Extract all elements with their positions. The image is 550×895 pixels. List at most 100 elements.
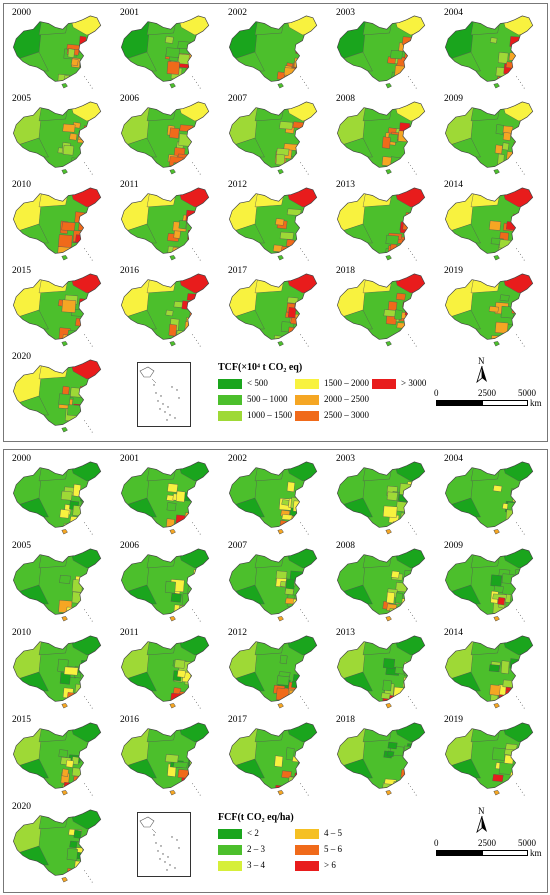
year-label: 2013 — [336, 180, 355, 190]
china-province-map — [228, 15, 318, 89]
china-province-map — [444, 187, 534, 261]
map-year-0: 2000 — [8, 454, 114, 536]
legend-swatch — [295, 378, 319, 389]
map-year-17: 2017 — [224, 715, 330, 797]
china-province-map — [12, 461, 102, 535]
fcf-map-panel: 2000 2001 2002 2003 2004 2005 2006 2007 2008 2009… — [3, 449, 548, 893]
china-province-map — [12, 809, 102, 883]
china-province-map — [228, 548, 318, 622]
legend-swatch — [295, 860, 319, 871]
map-year-18: 2018 — [332, 715, 438, 797]
legend-swatch — [218, 410, 242, 421]
legend-label: 1000 – 1500 — [247, 410, 292, 420]
scale-tick-label: 0 — [434, 388, 439, 398]
legend-item: 2 – 3 — [218, 844, 265, 855]
scale-tick-label: 5000 — [518, 838, 536, 848]
china-province-map — [228, 722, 318, 796]
scale-tick-label: 0 — [434, 838, 439, 848]
legend-item: < 500 — [218, 378, 268, 389]
year-label: 2007 — [228, 541, 247, 551]
china-province-map — [444, 273, 534, 347]
scale-bar: 0 2500 5000 km — [434, 838, 542, 864]
china-province-map — [12, 187, 102, 261]
china-province-map — [228, 101, 318, 175]
year-label: 2001 — [120, 454, 139, 464]
legend-label: 5 – 6 — [324, 844, 342, 854]
map-year-9: 2009 — [440, 94, 546, 176]
year-label: 2019 — [444, 715, 463, 725]
map-year-18: 2018 — [332, 266, 438, 348]
map-year-16: 2016 — [116, 266, 222, 348]
china-province-map — [444, 461, 534, 535]
china-province-map — [12, 722, 102, 796]
svg-text:N: N — [478, 356, 485, 366]
legend-label: 2000 – 2500 — [324, 394, 369, 404]
year-label: 2015 — [12, 715, 31, 725]
map-year-11: 2011 — [116, 628, 222, 710]
legend-item: 5 – 6 — [295, 844, 342, 855]
legend-swatch — [295, 410, 319, 421]
legend-label: < 2 — [247, 828, 259, 838]
scale-unit: km — [530, 848, 542, 858]
china-province-map — [228, 635, 318, 709]
china-province-map — [336, 273, 426, 347]
legend-item: 2500 – 3000 — [295, 410, 369, 421]
map-year-19: 2019 — [440, 266, 546, 348]
legend-title: TCF(×10⁴ t CO₂ eq) — [218, 362, 303, 373]
year-label: 2010 — [12, 180, 31, 190]
map-year-14: 2014 — [440, 180, 546, 262]
legend-swatch — [218, 394, 242, 405]
year-label: 2012 — [228, 180, 247, 190]
legend-title: FCF(t CO₂ eq/ha) — [218, 812, 294, 823]
map-year-20: 2020 — [8, 352, 114, 434]
map-year-10: 2010 — [8, 628, 114, 710]
year-label: 2019 — [444, 266, 463, 276]
china-province-map — [120, 635, 210, 709]
legend-item: 3 – 4 — [218, 860, 265, 871]
year-label: 2004 — [444, 8, 463, 18]
year-label: 2009 — [444, 541, 463, 551]
china-province-map — [336, 101, 426, 175]
legend-label: 4 – 5 — [324, 828, 342, 838]
map-year-15: 2015 — [8, 266, 114, 348]
legend-swatch — [218, 828, 242, 839]
map-year-9: 2009 — [440, 541, 546, 623]
legend-item: 1500 – 2000 — [295, 378, 369, 389]
year-label: 2018 — [336, 266, 355, 276]
year-label: 2005 — [12, 541, 31, 551]
china-province-map — [228, 187, 318, 261]
year-label: 2003 — [336, 454, 355, 464]
china-province-map — [12, 15, 102, 89]
legend-swatch — [218, 378, 242, 389]
china-province-map — [120, 15, 210, 89]
map-year-20: 2020 — [8, 802, 114, 884]
map-year-13: 2013 — [332, 180, 438, 262]
china-province-map — [336, 722, 426, 796]
map-year-3: 2003 — [332, 454, 438, 536]
year-label: 2000 — [12, 8, 31, 18]
year-label: 2010 — [12, 628, 31, 638]
china-province-map — [228, 273, 318, 347]
year-label: 2011 — [120, 180, 139, 190]
map-year-1: 2001 — [116, 8, 222, 90]
legend-label: > 3000 — [401, 378, 427, 388]
map-year-12: 2012 — [224, 628, 330, 710]
year-label: 2016 — [120, 266, 139, 276]
china-province-map — [444, 635, 534, 709]
year-label: 2004 — [444, 454, 463, 464]
china-province-map — [12, 359, 102, 433]
year-label: 2015 — [12, 266, 31, 276]
year-label: 2020 — [12, 802, 31, 812]
legend-item: < 2 — [218, 828, 259, 839]
china-province-map — [120, 722, 210, 796]
year-label: 2006 — [120, 541, 139, 551]
legend-label: 2500 – 3000 — [324, 410, 369, 420]
legend-swatch — [372, 378, 396, 389]
map-year-2: 2002 — [224, 454, 330, 536]
map-year-3: 2003 — [332, 8, 438, 90]
legend-swatch — [218, 860, 242, 871]
china-province-map — [12, 635, 102, 709]
legend-swatch — [295, 844, 319, 855]
south-china-sea-inset — [137, 362, 191, 427]
legend-item: 500 – 1000 — [218, 394, 288, 405]
